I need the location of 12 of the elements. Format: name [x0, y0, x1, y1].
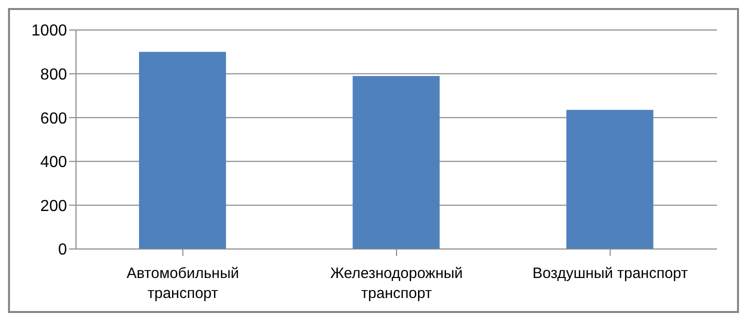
y-tick-label: 600 [40, 110, 68, 128]
x-tick-label: Автомобильный транспорт [126, 265, 239, 302]
bar [352, 76, 440, 249]
y-tick-label: 200 [40, 198, 68, 215]
y-tick-label: 400 [40, 154, 68, 172]
y-tick-label: 0 [58, 242, 68, 259]
y-tick-label: 1000 [31, 22, 68, 40]
y-tick-label: 800 [40, 66, 68, 84]
bar [566, 110, 654, 249]
bar [139, 52, 226, 249]
x-tick-label: Железнодорожный транспорт [330, 265, 463, 302]
x-tick-label: Воздушный транспорт [532, 265, 688, 282]
